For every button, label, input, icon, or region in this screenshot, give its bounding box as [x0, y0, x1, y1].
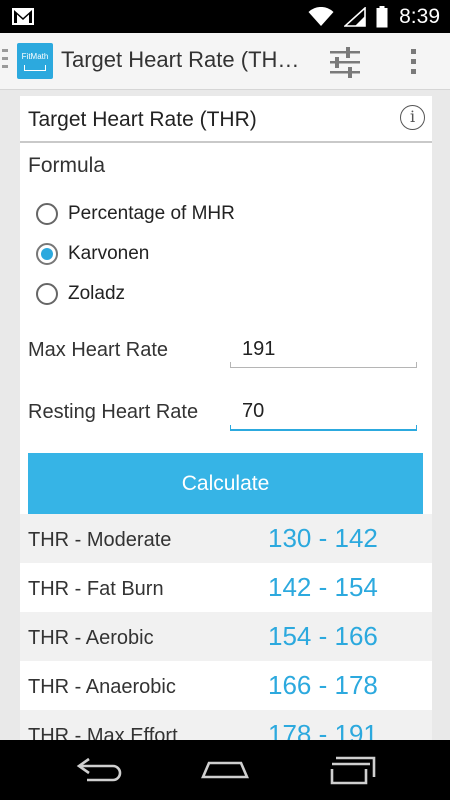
radio-label: Percentage of MHR: [68, 203, 235, 224]
result-value: 166 - 178: [268, 670, 378, 700]
result-value: 178 - 191: [268, 719, 378, 740]
card-title: Target Heart Rate (THR): [28, 108, 257, 131]
result-value: 142 - 154: [268, 572, 378, 602]
result-label: THR - Fat Burn: [28, 578, 164, 600]
action-bar-title: Target Heart Rate (TH…: [61, 47, 300, 72]
info-icon[interactable]: i: [400, 105, 425, 130]
battery-icon: [376, 6, 388, 28]
result-row: THR - Anaerobic 166 - 178: [20, 661, 432, 710]
wifi-icon: [308, 7, 334, 26]
result-label: THR - Aerobic: [28, 627, 154, 649]
app-logo-text: FitMath: [21, 52, 49, 61]
overflow-menu-icon[interactable]: [401, 45, 427, 79]
result-label: THR - Max Effort: [28, 725, 178, 740]
radio-button-unchecked[interactable]: [36, 203, 58, 225]
result-row: THR - Max Effort 178 - 191: [20, 710, 432, 740]
radio-zoladz[interactable]: Zoladz: [36, 279, 125, 309]
max-heart-rate-label: Max Heart Rate: [28, 339, 169, 361]
radio-label: Karvonen: [68, 243, 150, 264]
radio-karvonen[interactable]: Karvonen: [36, 239, 149, 269]
result-row: THR - Moderate 130 - 142: [20, 514, 432, 563]
sliders-icon[interactable]: [326, 45, 364, 79]
result-row: THR - Aerobic 154 - 166: [20, 612, 432, 661]
radio-button-unchecked[interactable]: [36, 283, 58, 305]
result-label: THR - Anaerobic: [28, 676, 176, 698]
content-area[interactable]: Target Heart Rate (THR) i Formula Percen…: [0, 90, 450, 740]
logo-bar-shape: [24, 65, 46, 71]
signal-icon: [344, 7, 366, 27]
resting-heart-rate-label: Resting Heart Rate: [28, 401, 199, 423]
result-row: THR - Fat Burn 142 - 154: [20, 563, 432, 612]
radio-label: Zoladz: [68, 283, 126, 304]
up-indicator-icon[interactable]: [2, 49, 10, 73]
back-icon[interactable]: [75, 755, 125, 785]
thr-card: Target Heart Rate (THR) i Formula Percen…: [20, 96, 432, 740]
radio-button-checked[interactable]: [36, 243, 58, 265]
formula-label: Formula: [28, 154, 106, 177]
status-time: 8:39: [399, 5, 440, 28]
results-list: THR - Moderate 130 - 142 THR - Fat Burn …: [20, 514, 432, 740]
result-value: 130 - 142: [268, 523, 378, 553]
gmail-icon: [12, 8, 34, 25]
action-bar: FitMath Target Heart Rate (TH…: [0, 33, 450, 90]
home-icon[interactable]: [200, 755, 250, 785]
navigation-bar: [0, 740, 450, 800]
app-logo[interactable]: FitMath: [17, 43, 53, 79]
result-label: THR - Moderate: [28, 529, 172, 551]
calculate-button[interactable]: Calculate: [28, 453, 423, 514]
recent-apps-icon[interactable]: [326, 755, 376, 785]
resting-heart-rate-input[interactable]: 70: [230, 400, 417, 431]
card-header: Target Heart Rate (THR) i: [20, 96, 432, 143]
radio-percentage-of-mhr[interactable]: Percentage of MHR: [36, 199, 235, 229]
max-heart-rate-input[interactable]: 191: [230, 338, 417, 368]
result-value: 154 - 166: [268, 621, 378, 651]
status-bar: 8:39: [0, 0, 450, 33]
